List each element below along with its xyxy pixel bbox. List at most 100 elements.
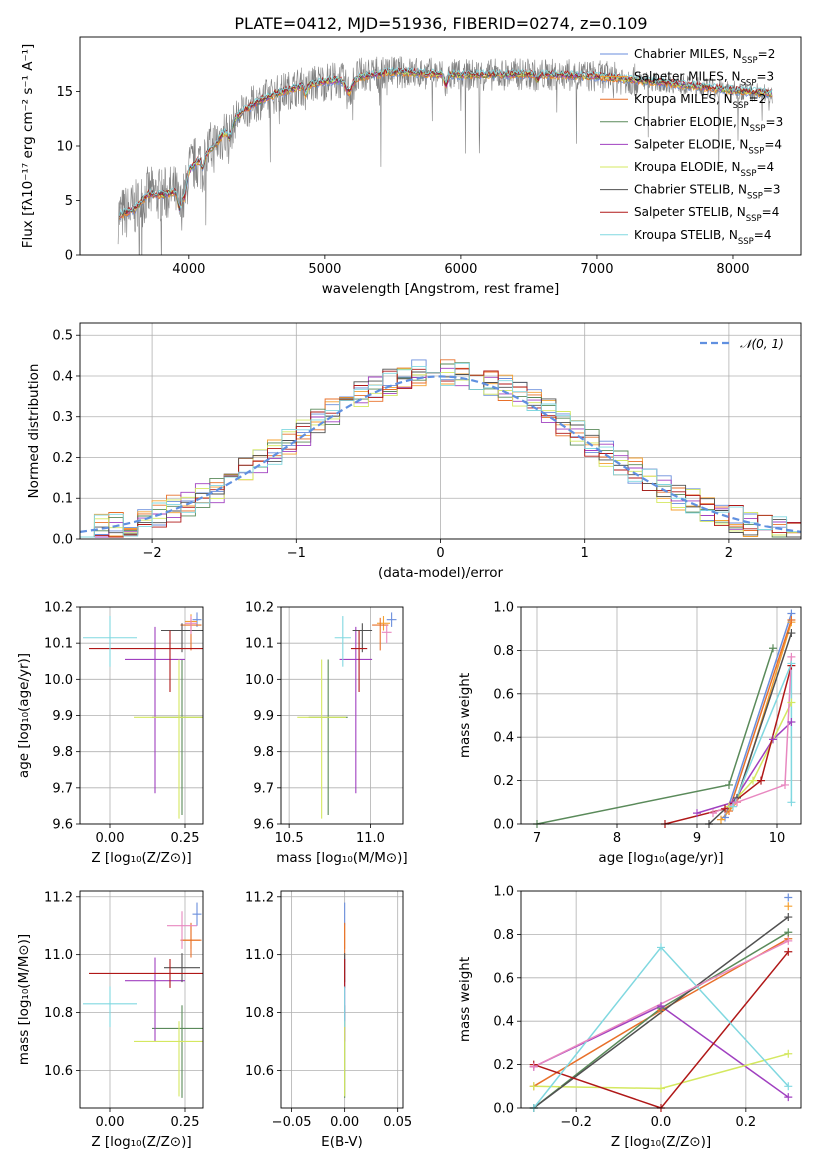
y-tick-label: 0.4 xyxy=(493,1015,514,1030)
legend-nssp-value: =3 xyxy=(766,115,784,129)
x-axis-label: Z [log₁₀(Z/Z⊙)] xyxy=(91,850,191,866)
x-tick-label: 0 xyxy=(436,546,444,561)
legend-nssp-sub: SSP xyxy=(746,214,762,224)
y-tick-label: 9.6 xyxy=(253,818,274,833)
y-axis-label: mass weight xyxy=(457,673,473,758)
x-tick-label: −0.05 xyxy=(272,1115,312,1130)
legend-entry: Kroupa ELODIE, NSSP=4 xyxy=(634,160,774,179)
y-tick-label: 0.2 xyxy=(493,774,514,789)
mass-weight-point xyxy=(717,815,725,824)
mass-weight-point xyxy=(657,1084,665,1093)
axes-frame xyxy=(280,606,404,825)
y-tick-label: 0.4 xyxy=(493,731,514,746)
x-tick-label: −1 xyxy=(287,546,306,561)
mass-weight-point xyxy=(721,804,729,813)
panel-residuals: −2 −1 0 1 2 0.0 0.1 0.2 0.3 0.4 0.5 (data-model)/er… xyxy=(26,322,802,581)
y-tick-label: 15 xyxy=(56,85,73,100)
mass-weight-point xyxy=(721,813,729,822)
legend-nssp-value: =4 xyxy=(754,228,772,242)
legend-entry: 𝒩(0, 1) xyxy=(740,337,784,351)
y-tick-label: 1.0 xyxy=(493,885,514,900)
y-tick-label: 11.2 xyxy=(245,890,274,905)
x-tick-label: 2 xyxy=(725,546,733,561)
mass-weight-point xyxy=(529,1062,538,1071)
y-tick-label: 9.8 xyxy=(253,745,274,760)
plot-area xyxy=(80,323,801,539)
y-tick-label: 11.0 xyxy=(44,948,73,963)
y-tick-label: 10.1 xyxy=(44,637,73,652)
y-tick-label: 9.9 xyxy=(52,709,73,724)
y-tick-label: 9.7 xyxy=(253,781,274,796)
legend-nssp-value: =3 xyxy=(763,183,781,197)
legend-nssp-sub: SSP xyxy=(748,146,764,156)
mass-weight-point xyxy=(784,1093,793,1102)
y-tick-label: 10.0 xyxy=(44,673,73,688)
panel-age-vs-Z: 0.00 0.25 9.6 9.7 9.8 9.9 10.0 10.1 10.2 Z [log₁₀… xyxy=(16,601,204,866)
y-tick-label: 0.8 xyxy=(493,928,514,943)
panel-mass-vs-Z: 0.00 0.25 10.6 10.8 11.0 11.2 Z [log₁₀(Z/Z⊙)] m… xyxy=(16,890,204,1150)
mass-weight-point xyxy=(784,902,793,911)
legend-model-name: Chabrier ELODIE, N xyxy=(634,115,750,129)
mass-weight-point xyxy=(787,629,796,638)
y-axis-label: Flux [fλ10⁻¹⁷ erg cm⁻² s⁻¹ A⁻¹] xyxy=(20,44,36,249)
mass-weight-point xyxy=(757,776,765,785)
y-tick-label: 11.0 xyxy=(245,948,274,963)
mass-weight-point xyxy=(784,936,793,945)
mass-weight-point xyxy=(784,913,793,922)
figure-title: PLATE=0412, MJD=51936, FIBERID=0274, z=0… xyxy=(234,14,647,33)
x-tick-label: 8000 xyxy=(716,262,749,277)
x-tick-label: 8 xyxy=(613,831,621,846)
axes-frame xyxy=(79,890,204,1109)
legend-nssp-value: =2 xyxy=(749,92,767,106)
mass-weight-line xyxy=(724,613,793,818)
y-tick-label: 9.7 xyxy=(52,781,73,796)
mass-weight-line xyxy=(664,665,793,824)
mass-weight-point xyxy=(725,780,733,789)
mass-weight-point xyxy=(729,802,737,811)
mass-weight-line xyxy=(696,721,792,814)
plot-area xyxy=(117,56,773,255)
x-axis-label: wavelength [Angstrom, rest frame] xyxy=(322,281,560,297)
legend-model-name: Salpeter MILES, N xyxy=(634,70,741,84)
x-tick-label: 0.25 xyxy=(171,831,200,846)
y-tick-label: 0.4 xyxy=(52,369,73,384)
legend-nssp-sub: SSP xyxy=(750,124,766,134)
mass-weight-point xyxy=(733,798,741,807)
panel-weight-vs-age: 7 8 9 10 0.0 0.2 0.4 0.6 0.8 1.0 age [log₁₀(age/yr… xyxy=(457,601,802,866)
mass-weight-point xyxy=(749,776,757,785)
legend-nssp-value: =4 xyxy=(756,160,774,174)
mass-weight-point xyxy=(657,1002,665,1011)
x-tick-label: 0.00 xyxy=(330,1115,359,1130)
mass-weight-point xyxy=(787,698,796,707)
y-tick-label: 10.6 xyxy=(245,1064,274,1079)
legend-model-name: Salpeter STELIB, N xyxy=(634,205,746,219)
mass-weight-point xyxy=(787,798,796,807)
legend-model-name: Kroupa ELODIE, N xyxy=(634,160,741,174)
plot-area xyxy=(281,607,403,824)
x-tick-label: 4000 xyxy=(172,262,205,277)
y-axis-label: mass weight xyxy=(457,957,473,1042)
y-tick-label: 1.0 xyxy=(493,601,514,616)
mass-weight-line xyxy=(533,951,789,1108)
y-axis-label: mass [log₁₀(M/M⊙)] xyxy=(16,934,32,1065)
gaussian-reference-curve xyxy=(80,375,801,533)
y-tick-label: 10 xyxy=(56,140,73,155)
legend-nssp-sub: SSP xyxy=(747,192,763,202)
mass-weight-point xyxy=(529,1082,538,1091)
x-axis-label: age [log₁₀(age/yr)] xyxy=(598,850,723,866)
legend-entry: Salpeter ELODIE, NSSP=4 xyxy=(634,137,782,156)
model-spectrum-line xyxy=(119,66,773,216)
y-tick-label: 0.6 xyxy=(493,971,514,986)
x-tick-label: 0.00 xyxy=(96,1115,125,1130)
x-tick-label: 7000 xyxy=(580,262,613,277)
legend-nssp-sub: SSP xyxy=(733,101,749,111)
x-tick-label: 10.5 xyxy=(275,831,304,846)
legend-nssp-sub: SSP xyxy=(742,56,758,66)
mass-weight-point xyxy=(693,809,701,818)
y-axis-label: Normed distribution xyxy=(26,364,42,499)
legend-entry: Salpeter STELIB, NSSP=4 xyxy=(634,205,779,224)
mass-weight-point xyxy=(709,809,717,818)
axes-frame xyxy=(520,606,802,825)
axes-frame xyxy=(79,36,802,256)
